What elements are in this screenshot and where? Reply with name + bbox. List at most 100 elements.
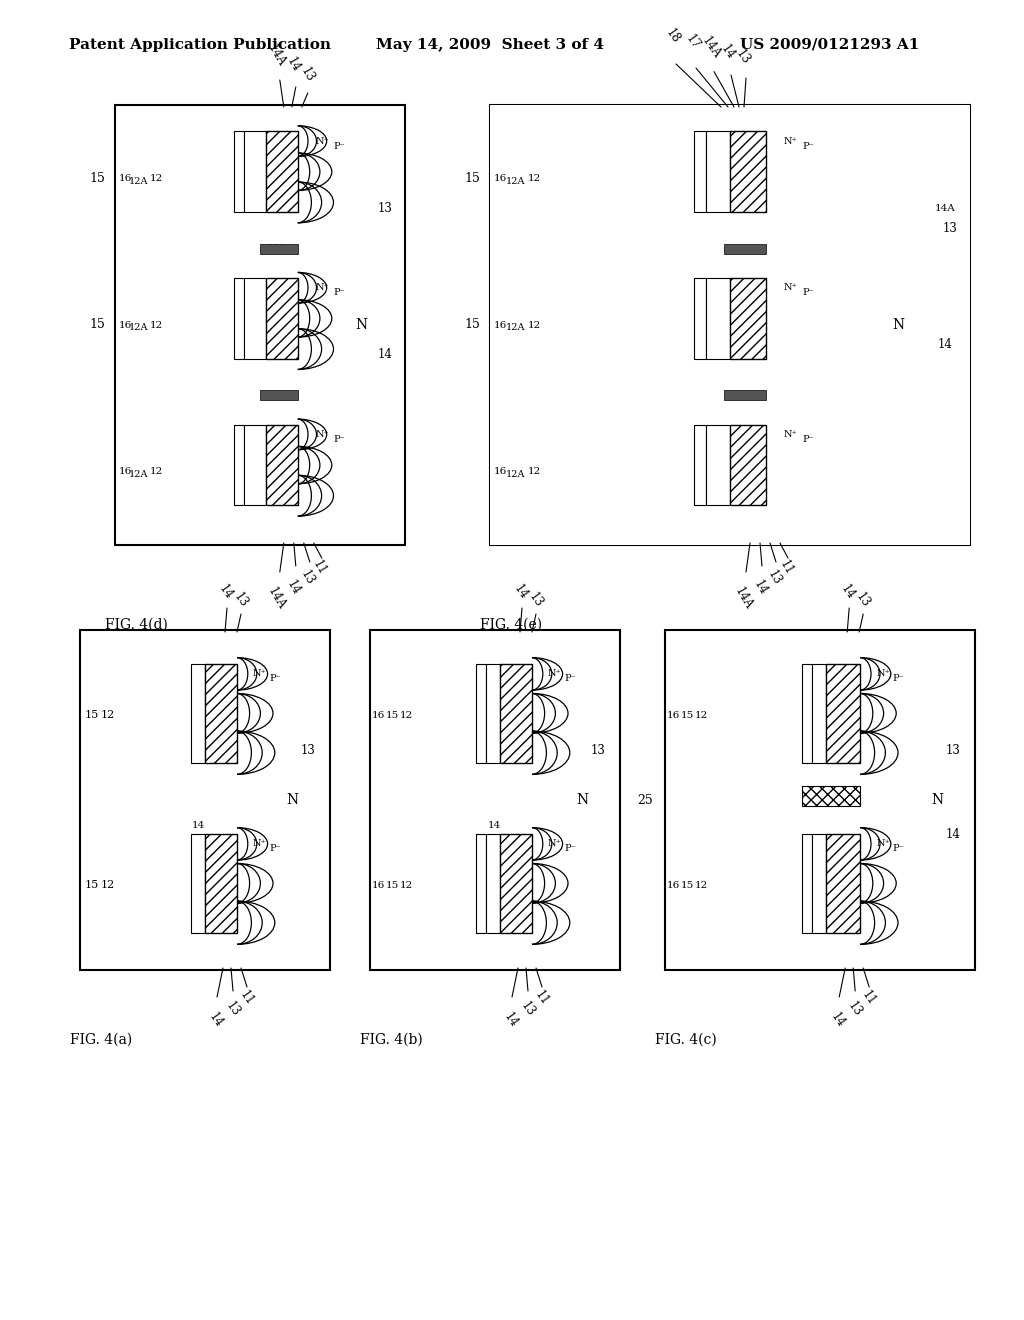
Text: 13: 13 [591,743,605,756]
Text: 14: 14 [839,582,858,602]
Text: 16: 16 [372,880,385,890]
Text: 11: 11 [859,989,879,1007]
Bar [730,279,766,359]
Text: 14: 14 [828,1010,848,1030]
Bar [694,279,766,359]
Text: N⁺: N⁺ [315,430,330,440]
Text: 15: 15 [85,880,99,890]
Bar [191,834,205,933]
Text: P⁻: P⁻ [802,434,814,444]
Text: 14: 14 [216,582,236,602]
Text: N⁺: N⁺ [315,136,330,145]
Text: 13: 13 [765,569,783,587]
Bar [233,279,244,359]
Text: 16: 16 [494,467,507,477]
Text: 14: 14 [285,55,303,75]
Bar [266,279,298,359]
Bar [80,630,330,970]
Bar [205,664,237,763]
Text: N⁺: N⁺ [548,840,562,849]
Bar [694,425,766,506]
Bar [244,279,266,359]
Text: 14: 14 [719,42,737,62]
Text: 13: 13 [733,48,753,67]
Bar [730,132,766,213]
Text: 16: 16 [494,174,507,183]
Text: 13: 13 [298,65,317,84]
Text: 12: 12 [101,710,115,719]
Text: 16: 16 [119,467,132,477]
Text: P⁻: P⁻ [564,845,575,853]
Text: 16: 16 [494,321,507,330]
Bar [694,132,766,213]
Text: P⁻: P⁻ [269,675,281,684]
Text: N⁺: N⁺ [784,284,798,292]
Bar [694,132,706,213]
Text: 14: 14 [207,1010,225,1030]
Bar [266,425,298,506]
Text: P⁻: P⁻ [564,675,575,684]
Text: N⁺: N⁺ [315,284,330,292]
Text: 15: 15 [464,318,480,331]
Bar [500,834,532,933]
Text: N⁺: N⁺ [253,840,266,849]
Bar [694,279,706,359]
Bar [500,664,532,763]
Text: FIG. 4(e): FIG. 4(e) [480,618,542,632]
Text: 13: 13 [518,999,538,1019]
Text: N⁺: N⁺ [548,669,562,678]
Bar [724,391,766,400]
Bar [724,244,766,253]
Text: May 14, 2009  Sheet 3 of 4: May 14, 2009 Sheet 3 of 4 [376,38,604,51]
Text: 15: 15 [385,880,398,890]
Text: 16: 16 [667,880,680,890]
Bar [826,834,860,933]
Text: 14: 14 [751,578,769,598]
Bar [706,425,730,506]
Text: FIG. 4(d): FIG. 4(d) [105,618,168,632]
Text: 15: 15 [385,710,398,719]
Text: N⁺: N⁺ [784,136,798,145]
Bar [244,425,266,506]
Bar [802,664,812,763]
Text: P⁻: P⁻ [802,288,814,297]
Text: 12A: 12A [129,470,148,479]
Text: 12: 12 [527,174,541,183]
Bar [490,106,970,545]
Text: 14: 14 [511,582,530,602]
Bar [812,664,826,763]
Text: 15: 15 [89,172,104,185]
Bar [233,425,244,506]
Text: 13: 13 [945,743,961,756]
Text: 11: 11 [238,989,257,1007]
Text: N: N [355,318,368,333]
Bar [802,785,860,807]
Text: 13: 13 [854,590,872,610]
Text: 12: 12 [150,467,163,477]
Bar [490,106,970,545]
Bar [486,834,500,933]
Bar [730,425,766,506]
Text: 14: 14 [938,338,952,351]
Text: 14: 14 [285,578,303,598]
Bar [812,834,826,933]
Text: FIG. 4(a): FIG. 4(a) [70,1034,132,1047]
Text: 13: 13 [846,999,865,1019]
Text: 12: 12 [527,467,541,477]
Text: 11: 11 [776,558,796,578]
Text: 13: 13 [942,222,957,235]
Text: 12: 12 [399,880,413,890]
Text: 14A: 14A [268,244,286,253]
Text: N: N [932,793,944,807]
Text: P⁻: P⁻ [802,141,814,150]
Text: FIG. 4(b): FIG. 4(b) [360,1034,423,1047]
Text: 12A: 12A [129,177,148,186]
Bar [266,132,298,213]
Text: 13: 13 [301,743,315,756]
Text: 14A: 14A [699,34,723,61]
Bar [260,244,298,253]
Text: 14: 14 [191,821,205,830]
Bar [802,834,812,933]
Bar [205,834,237,933]
Text: 15: 15 [464,172,480,185]
